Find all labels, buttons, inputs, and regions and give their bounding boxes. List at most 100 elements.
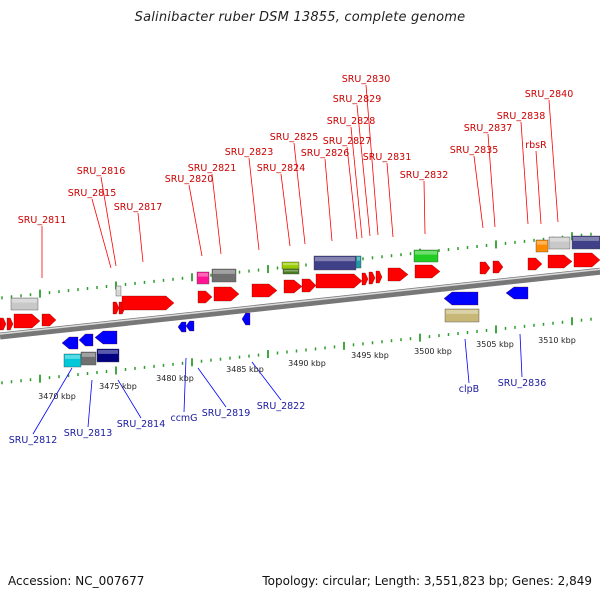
reverse-gene-arrow	[177, 321, 187, 333]
top-gene-label: SRU_2838	[497, 111, 546, 122]
top-gene-label: SRU_2837	[464, 123, 513, 134]
reverse-gene-arrow	[61, 336, 79, 350]
forward-gene-arrow	[387, 267, 409, 282]
leader-line	[365, 84, 379, 236]
top-gene-label: SRU_2826	[301, 148, 350, 159]
leader-line	[356, 104, 371, 237]
forward-gene-arrow	[414, 264, 441, 279]
kbp-label: 3505 kbp	[476, 340, 514, 349]
leader-line	[100, 176, 117, 267]
gene-shine	[315, 257, 355, 262]
leader-line	[137, 212, 144, 263]
gene-box	[80, 351, 97, 366]
top-gene-label: SRU_2827	[323, 136, 372, 147]
genome-title: Salinibacter ruber DSM 13855, complete g…	[134, 10, 466, 25]
leader-line	[386, 162, 394, 238]
forward-gene-arrow	[41, 313, 57, 327]
kbp-label: 3470 kbp	[38, 392, 76, 401]
leader-line	[280, 173, 291, 247]
forward-gene-arrow	[251, 283, 278, 298]
gene-shine	[117, 287, 120, 290]
top-gene-label: SRU_2829	[333, 94, 382, 105]
top-gene-label: SRU_2815	[68, 188, 117, 199]
reverse-gene-arrow	[505, 286, 529, 300]
top-gene-label: SRU_2828	[327, 116, 376, 127]
genome-backbone	[0, 267, 600, 340]
forward-gene-arrow	[112, 301, 120, 315]
accession-text: Accession: NC_007677	[8, 574, 145, 588]
gene-box	[548, 236, 571, 250]
gene-shine	[82, 353, 95, 357]
top-gene-label: SRU_2835	[450, 145, 499, 156]
leader-line	[473, 155, 484, 229]
kbp-scale-labels: 3470 kbp 3475 kbp 3480 kbp 3485 kbp 3490 kbp…	[38, 336, 576, 401]
leader-line	[520, 121, 529, 225]
forward-gene-arrow	[197, 290, 213, 304]
reverse-gene-arrow	[241, 312, 251, 326]
leader-line	[350, 126, 363, 239]
gene-box	[413, 249, 439, 263]
gene-box	[211, 268, 237, 283]
bottom-gene-label: SRU_2836	[498, 378, 547, 389]
top-gene-label: SRU_2817	[114, 202, 163, 213]
gene-box	[444, 308, 480, 323]
reverse-gene-arrow	[94, 330, 118, 345]
gene-shine	[415, 251, 437, 255]
forward-gene-arrow	[283, 279, 303, 294]
forward-gene-arrow	[0, 317, 7, 331]
gene-box	[115, 285, 122, 297]
backbone-line	[0, 267, 600, 340]
gene-shine	[213, 270, 235, 274]
leader-line	[293, 142, 306, 245]
forward-gene-arrow	[573, 252, 600, 268]
gene-box	[535, 239, 549, 253]
forward-gene-arrow	[479, 261, 491, 275]
gene-labels: SRU_2811 SRU_2815 SRU_2816 SRU_2817 SRU_2820…	[9, 74, 574, 446]
top-gene-label: SRU_2821	[188, 163, 237, 174]
forward-gene-arrow	[361, 272, 369, 286]
gene-shine	[357, 257, 360, 261]
gene-shine	[283, 263, 298, 266]
leader-line	[324, 158, 333, 242]
bottom-gene-label: SRU_2819	[202, 408, 251, 419]
leader-line	[519, 333, 523, 378]
bottom-gene-label: SRU_2812	[9, 435, 58, 446]
kbp-label: 3495 kbp	[351, 351, 389, 360]
gene-shine	[65, 355, 80, 359]
bottom-gene-label: SRU_2814	[117, 419, 166, 430]
reverse-gene-arrow	[185, 320, 195, 332]
label-leader-lines	[32, 84, 559, 435]
top-gene-label: SRU_2823	[225, 147, 274, 158]
forward-gene-arrow	[121, 295, 175, 311]
forward-gene-arrow	[375, 270, 383, 284]
gene-box	[196, 271, 210, 285]
bottom-gene-label: SRU_2822	[257, 401, 306, 412]
leader-line	[117, 379, 142, 419]
bottom-gene-label: SRU_2813	[64, 428, 113, 439]
leader-line	[548, 99, 559, 223]
gene-box	[571, 235, 600, 250]
kbp-label: 3490 kbp	[288, 359, 326, 368]
kbp-label: 3475 kbp	[99, 382, 137, 391]
leader-line	[535, 150, 542, 225]
leader-line	[211, 173, 222, 255]
gene-shine	[198, 273, 208, 277]
top-gene-label: SRU_2831	[363, 152, 412, 163]
leader-line	[251, 361, 282, 401]
top-gene-label: SRU_2830	[342, 74, 391, 85]
gene-shine	[446, 310, 478, 314]
gene-shine	[537, 241, 547, 245]
forward-gene-arrow	[315, 273, 363, 289]
backbone-highlight	[0, 268, 600, 335]
gene-shine	[98, 350, 118, 354]
top-gene-label: SRU_2825	[270, 132, 319, 143]
bottom-gene-label: clpB	[459, 384, 479, 395]
leader-line	[197, 367, 227, 408]
leader-line	[464, 338, 470, 384]
forward-gene-arrow	[547, 254, 573, 269]
reverse-gene-arrow	[78, 333, 94, 347]
kbp-label: 3500 kbp	[414, 347, 452, 356]
gene-box	[10, 297, 39, 311]
top-gene-label: SRU_2824	[257, 163, 306, 174]
leader-line	[248, 157, 260, 251]
